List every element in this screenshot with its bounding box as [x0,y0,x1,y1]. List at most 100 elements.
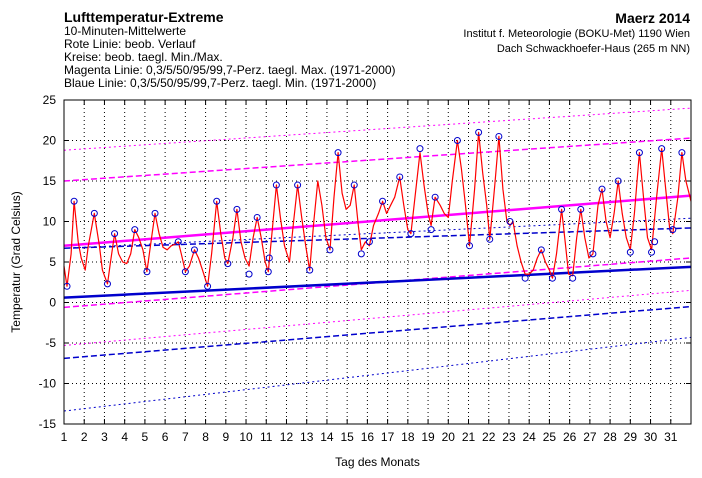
y-tick-label: -10 [39,377,57,391]
extreme-point [475,128,483,136]
extreme-point [245,270,253,278]
max-percentile-5 [63,257,692,309]
header-left: Lufttemperatur-Extreme 10-Minuten-Mittel… [64,10,396,90]
x-tick-label: 17 [381,430,395,444]
extreme-point [213,197,221,205]
institute-label: Institut f. Meteorologie (BOKU-Met) 1190… [463,28,690,40]
x-tick-label: 13 [300,430,314,444]
extreme-point [190,246,198,254]
extreme-point [678,149,686,157]
x-tick-label: 19 [421,430,435,444]
x-tick-label: 25 [543,430,557,444]
extreme-point [264,268,272,276]
y-tick-label: -15 [39,417,57,431]
x-tick-label: 15 [340,430,354,444]
extreme-point [569,274,577,282]
grid [63,99,691,425]
x-tick-label: 24 [523,430,537,444]
max-percentile-0-3 [63,289,692,346]
min-percentile-95 [63,227,692,249]
header-line-2: Rote Linie: beob. Verlauf [64,37,196,51]
extreme-point [453,137,461,144]
extreme-point [427,226,435,234]
extreme-point [334,149,342,157]
extreme-point [658,145,666,153]
min-percentile-50 [63,265,692,299]
y-tick-label: -5 [45,336,56,350]
extreme-point [548,274,556,282]
y-axis-label: Temperatur (Grad Celsius) [9,191,23,332]
x-tick-label: 30 [644,430,658,444]
x-axis-label: Tag des Monats [335,455,420,469]
extreme-point [174,238,182,246]
extreme-point [577,205,585,213]
extreme-point [224,260,232,268]
x-tick-label: 1 [61,430,68,444]
extreme-point [506,218,514,225]
extreme-point [466,242,474,250]
x-tick-label: 14 [320,430,334,444]
extreme-point [103,280,111,288]
x-tick-label: 21 [462,430,476,444]
header-line-1: 10-Minuten-Mittelwerte [64,24,187,38]
extreme-point [558,205,566,213]
extreme-point [143,268,151,276]
extreme-point [306,266,314,274]
x-tick-label: 31 [664,430,678,444]
max-percentile-50 [63,194,692,248]
min-percentile-5 [63,305,692,360]
extreme-point [407,230,415,238]
extreme-point [416,145,424,153]
y-tick-label: 0 [49,296,56,310]
extreme-circles [63,128,686,290]
x-tick-label: 12 [280,430,294,444]
x-tick-label: 5 [142,430,149,444]
plot-frame [63,99,692,425]
y-tick-label: 5 [49,255,56,269]
x-tick-label: 26 [563,430,577,444]
extreme-point [365,238,373,246]
extreme-point [204,282,212,290]
extreme-point [111,230,119,238]
x-tick-label: 22 [482,430,496,444]
y-tick-label: 10 [43,215,57,229]
extreme-point [265,254,273,262]
extreme-point [598,185,606,193]
y-tick-label: 15 [43,174,57,188]
x-tick-label: 2 [81,430,88,444]
extreme-point [537,246,545,254]
extreme-point [253,213,261,221]
x-tick-label: 16 [361,430,375,444]
extreme-point [651,238,659,246]
station-label: Dach Schwackhoefer-Haus (265 m NN) [496,43,690,55]
x-tick-label: 8 [202,430,209,444]
x-tick-label: 27 [583,430,597,444]
extreme-point [635,149,643,157]
extreme-point [131,226,139,234]
extreme-point [90,209,98,217]
extreme-point [431,193,439,201]
x-tick-label: 3 [101,430,108,444]
header-line-3: Kreise: beob. taegl. Min./Max. [64,50,223,64]
y-tick-label: 20 [43,134,57,148]
month-label: Maerz 2014 [615,10,690,26]
extreme-point [589,250,597,258]
x-tick-label: 6 [162,430,169,444]
extreme-point [272,181,280,189]
observed-temperature-line [63,131,692,287]
extreme-point [151,209,159,217]
extreme-point [233,205,241,213]
x-tick-label: 11 [260,430,273,444]
extreme-point [379,197,387,205]
header-line-5: Blaue Linie: 0,3/5/50/95/99,7-Perz. taeg… [64,76,377,90]
extreme-point [669,226,677,234]
x-tick-label: 10 [239,430,253,444]
observed-series [63,131,692,287]
x-tick-label: 23 [502,430,516,444]
min-percentile-0-3 [63,336,692,412]
extreme-point [521,274,529,282]
x-tick-label: 7 [182,430,189,444]
min-percentile-99-7 [63,217,692,249]
